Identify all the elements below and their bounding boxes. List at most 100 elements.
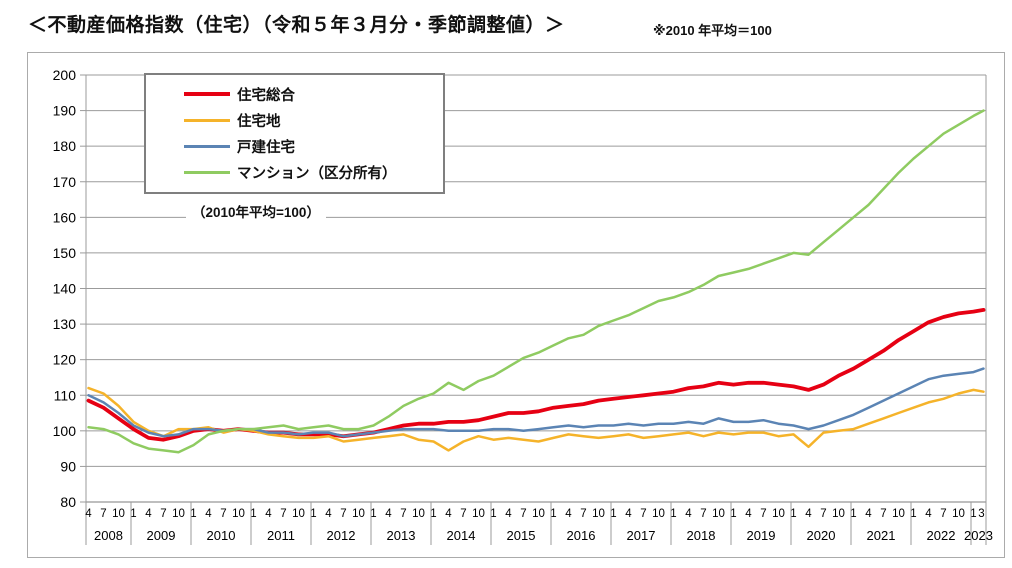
y-axis-label: 100 <box>53 423 77 439</box>
series-line-housing-overall <box>86 307 986 442</box>
x-month-label: 10 <box>892 508 905 520</box>
x-month-label: 1 <box>130 508 136 520</box>
x-month-label: 10 <box>592 508 605 520</box>
x-month-label: 10 <box>832 508 845 520</box>
x-month-label: 7 <box>580 508 586 520</box>
x-month-label: 7 <box>760 508 766 520</box>
x-month-label: 1 <box>490 508 496 520</box>
x-month-label: 1 <box>370 508 376 520</box>
x-month-label: 1 <box>430 508 436 520</box>
x-month-label: 10 <box>352 508 365 520</box>
x-month-label: 7 <box>340 508 346 520</box>
legend-swatch-residential-land <box>184 118 230 122</box>
x-year-label: 2021 <box>867 528 896 543</box>
x-year-label: 2018 <box>687 528 716 543</box>
chart-container: 80 90 100 110 120 130 140 150 160 170 180 190 200 4 7 1… <box>27 52 1005 558</box>
legend-item-residential-land: 住宅地 <box>184 110 437 131</box>
legend-item-detached-house: 戸建住宅 <box>184 136 437 157</box>
legend-swatch-detached-house <box>184 145 230 149</box>
x-month-label: 10 <box>112 508 125 520</box>
x-month-label: 10 <box>952 508 965 520</box>
x-month-label: 10 <box>532 508 545 520</box>
y-axis-label: 170 <box>53 174 77 190</box>
x-month-label: 10 <box>712 508 725 520</box>
x-month-label: 1 <box>850 508 856 520</box>
y-axis-label: 90 <box>60 458 76 474</box>
series-line-residential-land <box>87 386 985 452</box>
y-axis-label: 160 <box>53 209 77 225</box>
legend-label: 住宅総合 <box>237 87 295 104</box>
x-month-label: 4 <box>265 508 272 520</box>
x-year-label: 2016 <box>567 528 596 543</box>
x-month-label: 4 <box>445 508 452 520</box>
y-axis-label: 80 <box>60 494 76 510</box>
legend-swatch-housing-overall <box>184 92 230 97</box>
x-month-label: 10 <box>172 508 185 520</box>
x-month-label: 1 <box>250 508 256 520</box>
x-year-label: 2009 <box>147 528 176 543</box>
x-month-label: 7 <box>640 508 646 520</box>
x-month-label: 1 <box>910 508 916 520</box>
x-month-label: 3 <box>978 508 984 520</box>
x-month-label: 7 <box>100 508 106 520</box>
x-month-label: 10 <box>292 508 305 520</box>
x-year-label: 2017 <box>627 528 656 543</box>
legend-item-condominium: マンション（区分所有） <box>184 162 437 183</box>
x-month-label: 7 <box>940 508 946 520</box>
x-month-label: 10 <box>412 508 425 520</box>
x-month-label: 4 <box>145 508 152 520</box>
x-year-label: 2008 <box>94 528 123 543</box>
legend-item-housing-overall: 住宅総合 <box>184 84 437 105</box>
y-axis-label: 120 <box>53 352 77 368</box>
legend-note: （2010年平均=100） <box>186 201 326 221</box>
legend-swatch-condominium <box>184 171 230 175</box>
x-month-label: 4 <box>325 508 332 520</box>
y-axis-label: 140 <box>53 281 77 297</box>
x-month-label: 7 <box>400 508 406 520</box>
x-month-label: 1 <box>310 508 316 520</box>
series-line-condominium <box>87 109 985 454</box>
page-title: ＜不動産価格指数（住宅）（令和５年３月分・季節調整値）＞ <box>28 15 565 36</box>
x-year-label: 2012 <box>327 528 356 543</box>
x-month-label: 4 <box>685 508 692 520</box>
y-axis-label: 180 <box>53 138 77 154</box>
x-month-label: 7 <box>820 508 826 520</box>
x-year-label: 2020 <box>807 528 836 543</box>
x-year-label: 2019 <box>747 528 776 543</box>
chart-legend: 住宅総合住宅地戸建住宅マンション（区分所有） <box>144 73 445 194</box>
reference-note: ※2010 年平均＝100 <box>653 23 772 38</box>
x-month-label: 1 <box>730 508 736 520</box>
y-axis-label: 110 <box>54 387 77 403</box>
x-month-label: 7 <box>220 508 226 520</box>
x-month-label: 4 <box>85 508 92 520</box>
x-month-label: 7 <box>880 508 886 520</box>
x-month-label: 4 <box>625 508 632 520</box>
x-month-label: 10 <box>772 508 785 520</box>
x-month-label: 10 <box>652 508 665 520</box>
x-month-label: 7 <box>280 508 286 520</box>
x-year-label: 2014 <box>447 528 476 543</box>
x-month-label: 4 <box>865 508 872 520</box>
x-month-label: 4 <box>745 508 752 520</box>
legend-label: マンション（区分所有） <box>237 166 397 183</box>
x-month-label: 4 <box>805 508 812 520</box>
legend-label: 住宅地 <box>237 113 281 130</box>
x-month-label: 10 <box>472 508 485 520</box>
legend-label: 戸建住宅 <box>237 140 295 157</box>
x-month-label: 4 <box>565 508 572 520</box>
x-month-label: 1 <box>670 508 676 520</box>
x-year-label: 2015 <box>507 528 536 543</box>
x-month-label: 4 <box>925 508 932 520</box>
x-month-label: 1 <box>790 508 796 520</box>
y-axis-label: 200 <box>53 67 77 83</box>
y-axis-label: 150 <box>53 245 77 261</box>
x-year-label: 2010 <box>207 528 236 543</box>
x-year-label: 2011 <box>267 528 295 543</box>
x-month-label: 7 <box>460 508 466 520</box>
x-year-label: 2013 <box>387 528 416 543</box>
x-month-label: 1 <box>610 508 616 520</box>
x-year-label: 2023 <box>964 528 993 543</box>
x-month-label: 4 <box>205 508 212 520</box>
x-month-label: 1 <box>970 508 976 520</box>
